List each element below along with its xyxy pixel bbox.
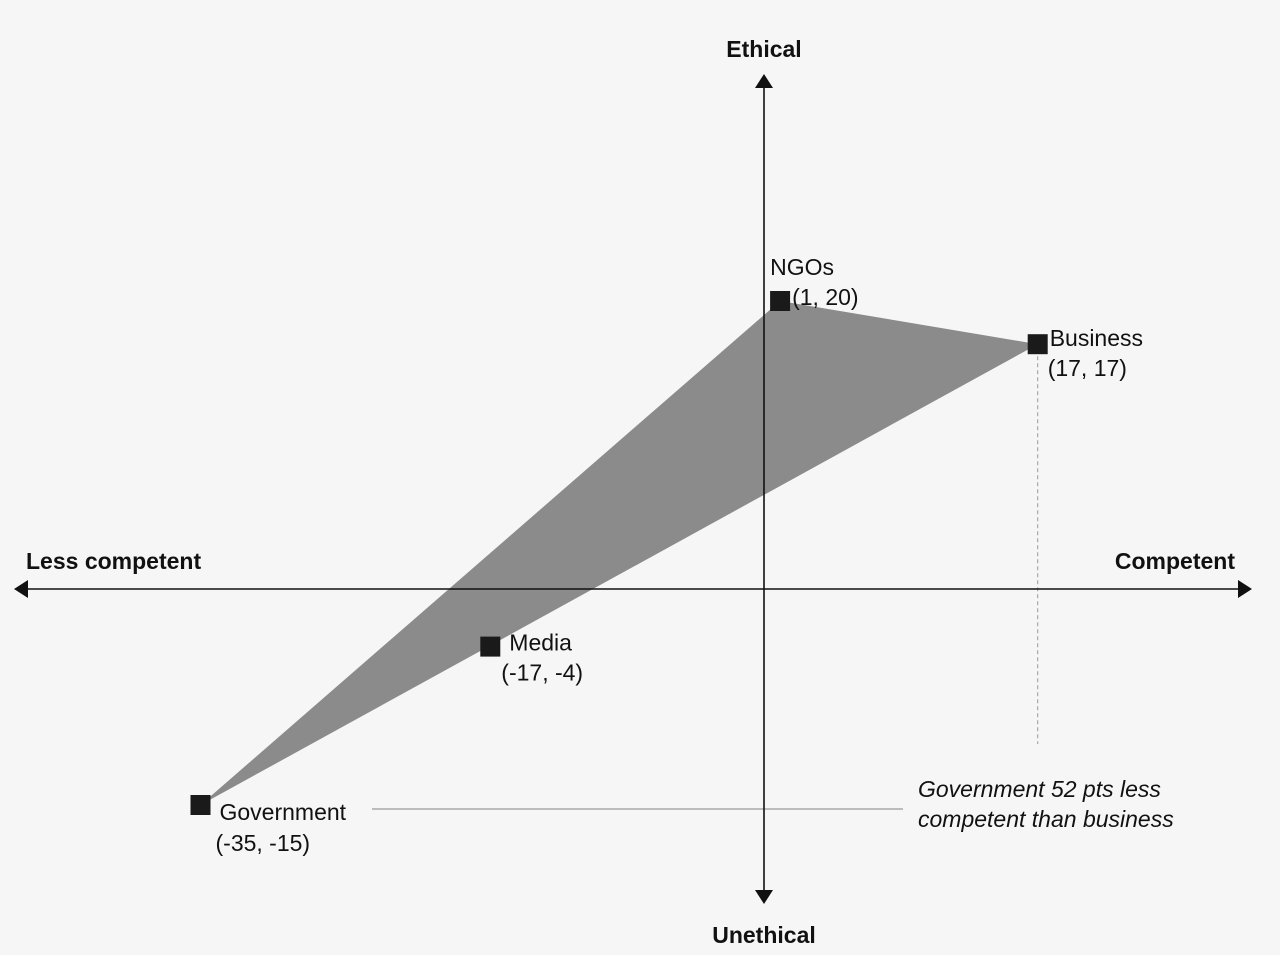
annotation-line-2: competent than business (918, 806, 1174, 832)
x-axis-negative-label: Less competent (26, 548, 201, 574)
point-markers: NGOs (1, 20) Business (17, 17) Media (-17, -4… (190, 254, 1143, 856)
x-axis-positive-label: Competent (1115, 548, 1235, 574)
annotation-line-1: Government 52 pts less (918, 776, 1161, 802)
y-axis-up-arrow (755, 74, 773, 88)
media-value-label: (-17, -4) (501, 660, 583, 686)
y-axis-down-arrow (755, 890, 773, 904)
y-axis-negative-label: Unethical (712, 922, 816, 948)
business-label: Business (1050, 325, 1143, 351)
government-value-label: (-35, -15) (216, 830, 311, 856)
comparison-triangle (200, 301, 1038, 805)
media-marker (480, 636, 501, 657)
media-label: Media (509, 630, 572, 656)
government-label: Government (220, 799, 347, 825)
government-marker (190, 795, 211, 815)
y-axis-positive-label: Ethical (726, 36, 801, 62)
business-value-label: (17, 17) (1048, 355, 1127, 381)
ngos-marker (770, 291, 791, 311)
x-axis-right-arrow (1238, 580, 1252, 598)
ngos-value-label: (1, 20) (792, 284, 858, 310)
ngos-label: NGOs (770, 254, 834, 280)
x-axis-left-arrow (14, 580, 28, 598)
business-marker (1027, 334, 1048, 355)
